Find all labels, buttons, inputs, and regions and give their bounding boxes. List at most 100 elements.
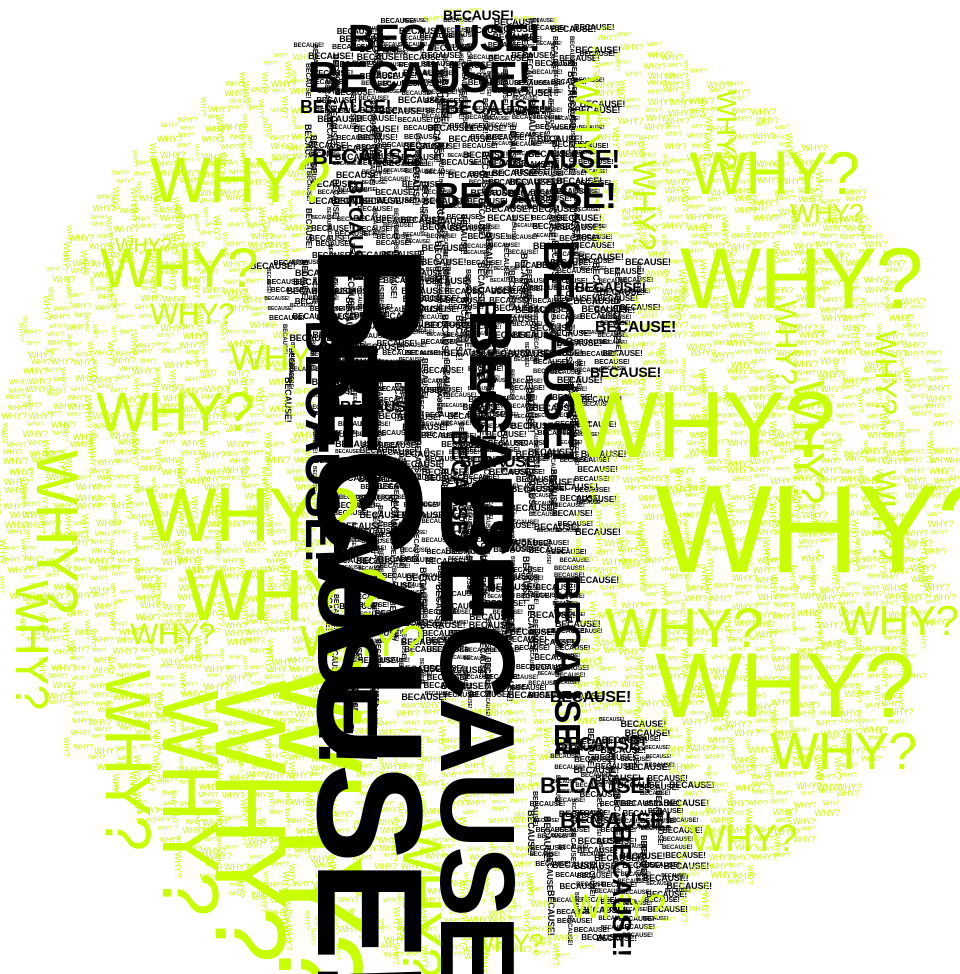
- why-word: WHY?: [754, 402, 779, 411]
- because-word: BECAUSE!: [552, 141, 593, 149]
- why-word: WHY?: [245, 178, 268, 187]
- because-word: BECAUSE!: [485, 424, 516, 430]
- why-word: WHY?: [250, 321, 275, 330]
- why-word: WHY?: [244, 450, 264, 457]
- why-word: WHY?: [132, 366, 157, 376]
- because-word: BECAUSE!: [512, 96, 537, 102]
- why-word: WHY?: [662, 331, 687, 340]
- why-word: WHY?: [824, 251, 849, 261]
- why-word: WHY?: [161, 457, 184, 465]
- because-word: BECAUSE!: [551, 834, 576, 839]
- because-word: BECAUSE!: [311, 358, 342, 364]
- because-word: BECAUSE!: [403, 18, 428, 24]
- why-word: WHY?: [796, 370, 816, 377]
- why-word: WHY?: [181, 450, 201, 457]
- because-word: BECAUSE!: [300, 98, 392, 116]
- why-word: WHY?: [625, 667, 642, 673]
- why-word: WHY?: [150, 148, 331, 212]
- why-word: WHY?: [50, 314, 70, 321]
- why-word: WHY?: [111, 501, 134, 510]
- why-word: WHY?: [772, 163, 789, 169]
- why-word: WHY?: [273, 331, 298, 340]
- why-word: WHY?: [177, 170, 200, 178]
- because-word: BECAUSE!: [535, 179, 566, 185]
- because-word: BECAUSE!: [424, 321, 470, 330]
- why-word: WHY?: [267, 214, 292, 224]
- why-word: WHY?: [904, 351, 924, 358]
- why-word: WHY?: [779, 207, 804, 217]
- why-word: WHY?: [139, 195, 162, 203]
- because-word: BECAUSE!: [377, 234, 413, 241]
- because-word: BECAUSE!: [425, 412, 461, 419]
- why-word: WHY?: [706, 233, 720, 238]
- why-word: WHY?: [846, 298, 863, 304]
- why-word: WHY?: [242, 637, 265, 645]
- because-word: BECAUSE!: [311, 216, 336, 221]
- why-word: WHY?: [691, 375, 705, 380]
- why-word: WHY?: [799, 384, 824, 394]
- why-word: WHY?: [92, 375, 117, 385]
- because-word: BECAUSE!: [356, 322, 397, 331]
- because-word: BECAUSE!: [379, 62, 404, 68]
- why-word: WHY?: [183, 286, 200, 292]
- because-word: BECAUSE!: [511, 142, 542, 148]
- why-word: WHY?: [292, 79, 306, 85]
- because-word: BECAUSE!: [441, 433, 477, 440]
- why-word: WHY?: [777, 350, 800, 358]
- why-word: WHY?: [625, 141, 645, 148]
- because-word: BECAUSE!: [463, 204, 488, 209]
- because-word: BECAUSE!: [377, 81, 413, 88]
- why-word: WHY?: [268, 394, 282, 399]
- why-word: WHY?: [97, 458, 120, 467]
- why-word: WHY?: [140, 294, 163, 303]
- why-word: WHY?: [909, 384, 926, 390]
- because-word: BECAUSE!: [309, 394, 334, 399]
- because-word: BECAUSE!: [490, 278, 515, 284]
- why-word: WHY?: [818, 405, 832, 410]
- why-word: WHY?: [48, 456, 62, 461]
- why-word: WHY?: [727, 466, 752, 475]
- why-word: WHY?: [837, 334, 854, 340]
- why-word: WHY?: [7, 442, 27, 449]
- why-word: WHY?: [911, 394, 928, 400]
- why-word: WHY?: [269, 135, 289, 142]
- why-word: WHY?: [157, 414, 171, 419]
- why-word: WHY?: [682, 765, 699, 771]
- because-word: BECAUSE!: [507, 286, 543, 293]
- because-word: BECAUSE!: [515, 450, 561, 459]
- why-word: WHY?: [178, 214, 198, 221]
- why-word: WHY?: [617, 250, 634, 256]
- because-word: BECAUSE!: [382, 159, 428, 168]
- because-word: BECAUSE!: [553, 126, 578, 132]
- because-word: BECAUSE!: [396, 403, 421, 409]
- why-word: WHY?: [780, 448, 800, 455]
- why-word: WHY?: [114, 449, 137, 457]
- why-word: WHY?: [200, 405, 223, 414]
- why-word: WHY?: [867, 414, 881, 420]
- why-word: WHY?: [601, 206, 615, 211]
- because-word: BECAUSE!: [488, 160, 529, 168]
- why-word: WHY?: [109, 583, 115, 597]
- why-word: WHY?: [0, 429, 5, 443]
- because-word: BECAUSE!: [528, 171, 564, 178]
- why-word: WHY?: [709, 88, 723, 94]
- because-word: BECAUSE!: [362, 170, 393, 176]
- because-word: BECAUSE!: [463, 151, 509, 160]
- why-word: WHY?: [689, 108, 709, 115]
- because-word: BECAUSE!: [509, 178, 555, 187]
- why-word: WHY?: [626, 243, 649, 252]
- because-word: BECAUSE!: [485, 378, 510, 384]
- why-word: WHY?: [663, 448, 677, 454]
- why-word: WHY?: [779, 143, 793, 148]
- why-word: WHY?: [925, 351, 942, 357]
- why-word: WHY?: [836, 789, 859, 798]
- why-word: WHY?: [604, 386, 627, 395]
- why-word: WHY?: [312, 440, 332, 447]
- because-word: BECAUSE!: [442, 322, 473, 328]
- why-word: WHY?: [692, 422, 709, 428]
- why-word: WHY?: [735, 771, 749, 776]
- why-word: WHY?: [139, 250, 156, 256]
- why-word: WHY?: [802, 232, 819, 238]
- why-word: WHY?: [661, 241, 678, 247]
- why-word: WHY?: [624, 333, 644, 340]
